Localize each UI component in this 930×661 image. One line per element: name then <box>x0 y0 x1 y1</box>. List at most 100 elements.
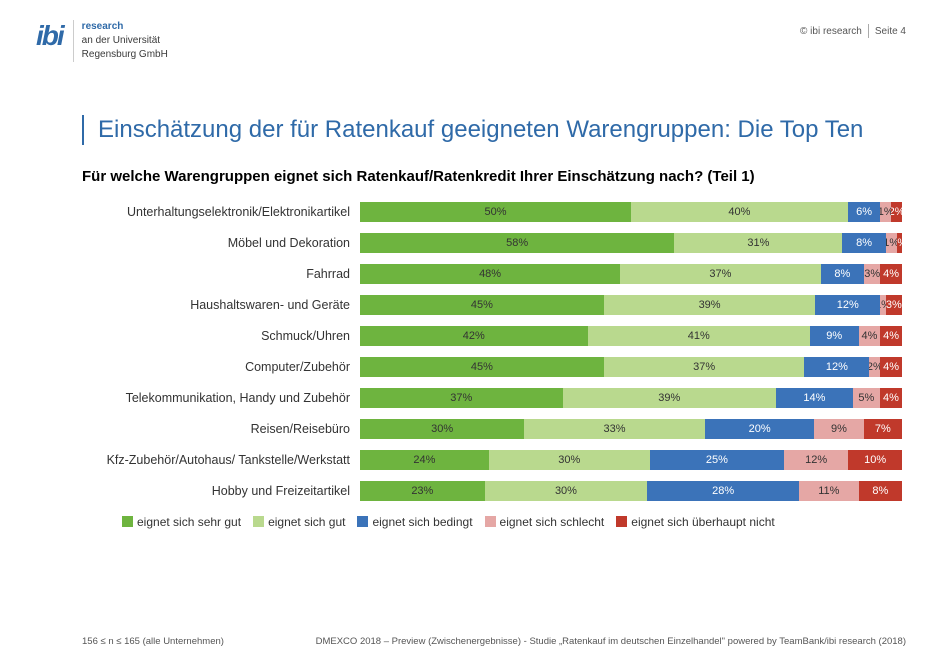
bar-segment: 23% <box>360 481 485 501</box>
bar-segment: 25% <box>650 450 784 470</box>
bar-segment: 7% <box>864 419 902 439</box>
main-content: Einschätzung der für Ratenkauf geeignete… <box>82 115 902 529</box>
bar-segment: 4% <box>880 388 902 408</box>
legend-item: eignet sich gut <box>253 515 345 529</box>
chart-row: Haushaltswaren- und Geräte45%39%12%1%3% <box>82 290 902 321</box>
legend-swatch <box>485 516 496 527</box>
row-label: Computer/Zubehör <box>82 360 360 374</box>
footer: 156 ≤ n ≤ 165 (alle Unternehmen) DMEXCO … <box>82 636 906 647</box>
bar-segment: 45% <box>360 357 604 377</box>
bar-segment: 8% <box>821 264 864 284</box>
bar-segment: 8% <box>842 233 885 253</box>
bar-segment: 30% <box>489 450 650 470</box>
bar: 45%39%12%1%3% <box>360 295 902 315</box>
page-number: Seite 4 <box>875 26 906 37</box>
legend-label: eignet sich sehr gut <box>137 515 241 529</box>
legend-label: eignet sich überhaupt nicht <box>631 515 774 529</box>
legend-swatch <box>616 516 627 527</box>
bar-segment: 48% <box>360 264 620 284</box>
bar-segment: 10% <box>848 450 902 470</box>
bar-segment: 30% <box>360 419 524 439</box>
chart-row: Unterhaltungselektronik/Elektronikartike… <box>82 197 902 228</box>
bar-segment: 2% <box>869 357 880 377</box>
bar-segment: 4% <box>859 326 881 346</box>
chart-row: Hobby und Freizeitartikel23%30%28%11%8% <box>82 476 902 507</box>
bar-segment: 58% <box>360 233 674 253</box>
bar-segment: 28% <box>647 481 799 501</box>
bar-segment: 5% <box>853 388 880 408</box>
chart-row: Schmuck/Uhren42%41%9%4%4% <box>82 321 902 352</box>
bar: 24%30%25%12%10% <box>360 450 902 470</box>
chart-row: Computer/Zubehör45%37%12%2%4% <box>82 352 902 383</box>
page-title: Einschätzung der für Ratenkauf geeignete… <box>98 115 902 145</box>
legend-swatch <box>122 516 133 527</box>
bar-segment: 6% <box>848 202 881 222</box>
bar-segment: 2% <box>897 233 902 253</box>
bar: 30%33%20%9%7% <box>360 419 902 439</box>
row-label: Möbel und Dekoration <box>82 236 360 250</box>
bar-segment: 3% <box>886 295 902 315</box>
bar: 48%37%8%3%4% <box>360 264 902 284</box>
legend-label: eignet sich gut <box>268 515 345 529</box>
row-label: Reisen/Reisebüro <box>82 422 360 436</box>
title-block: Einschätzung der für Ratenkauf geeignete… <box>82 115 902 145</box>
row-label: Kfz-Zubehör/Autohaus/ Tankstelle/Werksta… <box>82 453 360 467</box>
chart-row: Fahrrad48%37%8%3%4% <box>82 259 902 290</box>
row-label: Fahrrad <box>82 267 360 281</box>
bar-segment: 9% <box>814 419 863 439</box>
bar-segment: 4% <box>880 326 902 346</box>
bar-segment: 30% <box>485 481 648 501</box>
bar-segment: 33% <box>524 419 705 439</box>
bar-segment: 41% <box>588 326 810 346</box>
bar: 50%40%6%1%2% <box>360 202 902 222</box>
logo-mark: ibi <box>36 20 63 52</box>
chart-question: Für welche Warengruppen eignet sich Rate… <box>82 167 902 187</box>
bar-segment: 8% <box>859 481 902 501</box>
bar-segment: 45% <box>360 295 604 315</box>
bar-segment: 12% <box>804 357 869 377</box>
bar-segment: 24% <box>360 450 489 470</box>
bar: 58%31%8%1%2% <box>360 233 902 253</box>
bar-segment: 39% <box>563 388 777 408</box>
legend-label: eignet sich bedingt <box>372 515 472 529</box>
bar-segment: 40% <box>631 202 848 222</box>
bar-segment: 11% <box>799 481 859 501</box>
bar-segment: 42% <box>360 326 588 346</box>
bar-segment: 4% <box>880 264 902 284</box>
chart-legend: eignet sich sehr gut eignet sich gut eigne… <box>122 515 902 529</box>
bar-segment: 39% <box>604 295 815 315</box>
footer-source: DMEXCO 2018 – Preview (Zwischenergebniss… <box>316 636 906 647</box>
bar-segment: 37% <box>620 264 821 284</box>
row-label: Haushaltswaren- und Geräte <box>82 298 360 312</box>
legend-swatch <box>357 516 368 527</box>
bar-segment: 50% <box>360 202 631 222</box>
bar-segment: 1% <box>886 233 897 253</box>
bar-segment: 37% <box>360 388 563 408</box>
chart-row: Möbel und Dekoration58%31%8%1%2% <box>82 228 902 259</box>
bar-segment: 4% <box>880 357 902 377</box>
bar-segment: 9% <box>810 326 859 346</box>
bar-segment: 3% <box>864 264 880 284</box>
bar-segment: 12% <box>784 450 848 470</box>
row-label: Hobby und Freizeitartikel <box>82 484 360 498</box>
legend-item: eignet sich bedingt <box>357 515 472 529</box>
bar-segment: 14% <box>776 388 853 408</box>
chart-row: Reisen/Reisebüro30%33%20%9%7% <box>82 414 902 445</box>
bar: 42%41%9%4%4% <box>360 326 902 346</box>
logo: ibi research an der Universität Regensbu… <box>36 20 168 62</box>
copyright-text: © ibi research <box>800 26 862 37</box>
footer-sample-size: 156 ≤ n ≤ 165 (alle Unternehmen) <box>82 636 224 647</box>
row-label: Schmuck/Uhren <box>82 329 360 343</box>
row-label: Telekommunikation, Handy und Zubehör <box>82 391 360 405</box>
bar: 37%39%14%5%4% <box>360 388 902 408</box>
header-right: © ibi research Seite 4 <box>800 24 906 38</box>
logo-text: research an der Universität Regensburg G… <box>73 20 168 62</box>
logo-line1: research <box>82 20 168 34</box>
bar: 23%30%28%11%8% <box>360 481 902 501</box>
bar-segment: 37% <box>604 357 805 377</box>
legend-swatch <box>253 516 264 527</box>
bar-segment: 1% <box>880 202 891 222</box>
logo-line2: an der Universität <box>82 34 168 48</box>
row-label: Unterhaltungselektronik/Elektronikartike… <box>82 205 360 219</box>
bar-segment: 20% <box>705 419 814 439</box>
